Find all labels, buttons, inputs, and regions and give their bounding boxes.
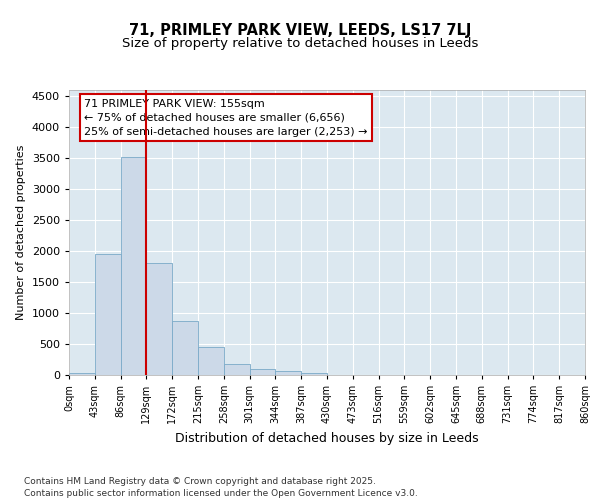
Bar <box>198 347 224 375</box>
Bar <box>301 372 327 375</box>
Bar <box>250 369 275 375</box>
Bar <box>69 373 95 375</box>
Bar <box>146 264 172 375</box>
Text: Contains HM Land Registry data © Crown copyright and database right 2025.
Contai: Contains HM Land Registry data © Crown c… <box>24 476 418 498</box>
X-axis label: Distribution of detached houses by size in Leeds: Distribution of detached houses by size … <box>175 432 479 444</box>
Text: Size of property relative to detached houses in Leeds: Size of property relative to detached ho… <box>122 38 478 51</box>
Bar <box>95 254 121 375</box>
Text: 71, PRIMLEY PARK VIEW, LEEDS, LS17 7LJ: 71, PRIMLEY PARK VIEW, LEEDS, LS17 7LJ <box>129 22 471 38</box>
Text: 71 PRIMLEY PARK VIEW: 155sqm
← 75% of detached houses are smaller (6,656)
25% of: 71 PRIMLEY PARK VIEW: 155sqm ← 75% of de… <box>85 98 368 136</box>
Bar <box>275 372 301 375</box>
Bar <box>121 157 146 375</box>
Bar <box>172 321 198 375</box>
Bar <box>224 364 250 375</box>
Y-axis label: Number of detached properties: Number of detached properties <box>16 145 26 320</box>
